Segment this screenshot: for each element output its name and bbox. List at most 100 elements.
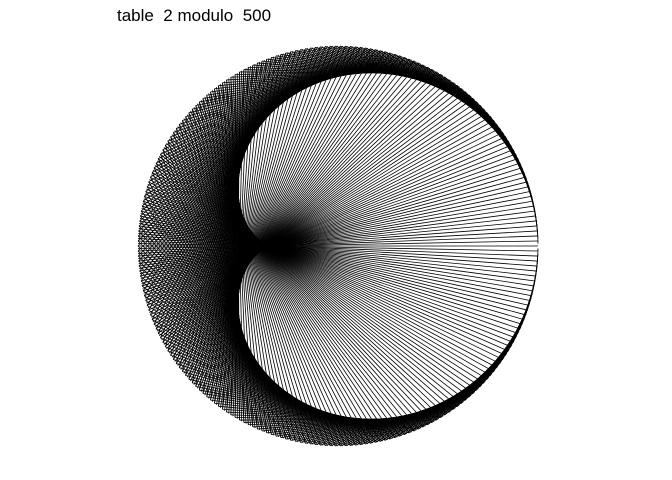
chord-line xyxy=(222,82,247,424)
chord-line xyxy=(148,181,497,368)
chord-line xyxy=(216,87,287,440)
chord-line xyxy=(177,126,396,438)
chord-line xyxy=(226,60,263,413)
chord-line xyxy=(152,169,481,387)
chord-line xyxy=(158,156,458,407)
chord-line xyxy=(198,101,261,431)
chord-line xyxy=(195,105,341,447)
chord-line xyxy=(145,191,509,352)
chord-line xyxy=(183,118,376,443)
chord-line xyxy=(222,57,272,410)
chord-line xyxy=(163,74,442,345)
chord-line xyxy=(167,140,428,426)
chord-line xyxy=(200,46,326,392)
chord-line xyxy=(146,305,369,445)
chord-line xyxy=(177,54,396,366)
chord-line xyxy=(143,196,314,445)
chord-line xyxy=(140,181,528,279)
chord-line xyxy=(190,46,356,382)
chord-line xyxy=(171,60,415,358)
chord-line xyxy=(146,136,506,304)
chord-line xyxy=(139,220,532,297)
chord-line xyxy=(178,52,391,368)
chord-line xyxy=(167,66,428,352)
chord-line xyxy=(142,158,519,292)
chord-line xyxy=(197,103,336,447)
chord-line xyxy=(139,200,533,269)
chord-line xyxy=(141,208,525,321)
chord-line xyxy=(191,108,351,446)
chord-line xyxy=(168,138,424,428)
chord-line xyxy=(162,149,289,440)
chord-line xyxy=(208,93,306,444)
chord-line xyxy=(140,213,528,311)
chord-line xyxy=(157,88,462,334)
chord-line xyxy=(140,210,526,316)
chord-line xyxy=(150,176,491,376)
chord-line xyxy=(185,116,371,444)
chord-line xyxy=(139,218,531,301)
chord-line xyxy=(151,172,301,443)
chord-line xyxy=(138,243,538,252)
chord-line xyxy=(161,79,450,341)
chord-line xyxy=(186,114,366,445)
chord-line xyxy=(197,45,336,389)
chord-line xyxy=(161,151,450,413)
chord-line xyxy=(210,91,301,443)
chord-line xyxy=(139,220,326,446)
chord-line xyxy=(140,176,526,282)
chord-line xyxy=(198,101,331,447)
chord-line xyxy=(142,290,361,446)
diagram-title: table 2 modulo 500 xyxy=(117,6,272,25)
chord-line xyxy=(174,130,405,435)
chord-line xyxy=(138,230,538,254)
chord-line xyxy=(138,240,538,257)
chord-line xyxy=(139,195,532,272)
chord-line xyxy=(146,188,506,356)
chord-line xyxy=(202,98,321,446)
chord-line xyxy=(149,179,494,372)
chord-line xyxy=(137,235,334,447)
chord-group xyxy=(137,45,539,447)
chord-line xyxy=(214,88,251,426)
chord-line xyxy=(162,149,446,416)
chord-line xyxy=(181,50,381,372)
chord-line xyxy=(146,132,503,306)
chord-line xyxy=(154,165,474,394)
chord-line xyxy=(206,95,256,429)
chord-line xyxy=(142,200,519,334)
chord-line xyxy=(190,110,356,446)
chord-line xyxy=(143,198,516,339)
chord-line xyxy=(170,62,419,356)
chord-line xyxy=(144,144,511,299)
chord-line xyxy=(180,122,386,441)
chord-line xyxy=(204,47,316,396)
chord-line xyxy=(204,96,316,445)
chord-line xyxy=(138,215,536,262)
chord-line xyxy=(163,147,442,418)
chord-line xyxy=(146,186,503,360)
chord-line xyxy=(151,108,485,320)
chord-line xyxy=(160,82,454,339)
chord-line xyxy=(153,167,477,391)
chord-line xyxy=(138,235,538,252)
chord-line xyxy=(144,149,514,297)
chord-line xyxy=(193,45,346,385)
chord-line xyxy=(172,132,410,434)
chord-line xyxy=(181,120,272,435)
chord-line xyxy=(212,90,296,442)
chord-line xyxy=(156,160,466,401)
chord-line xyxy=(174,57,405,362)
chord-line xyxy=(175,128,277,437)
chord-line xyxy=(142,162,521,289)
chord-line xyxy=(149,120,494,313)
chord-line xyxy=(218,54,282,407)
chord-line xyxy=(157,158,462,404)
chord-line xyxy=(138,233,537,272)
chord-line xyxy=(139,223,533,292)
chord-line xyxy=(185,48,371,376)
chord-line xyxy=(206,95,311,445)
chord-line xyxy=(154,98,474,327)
chord-line xyxy=(171,134,415,432)
